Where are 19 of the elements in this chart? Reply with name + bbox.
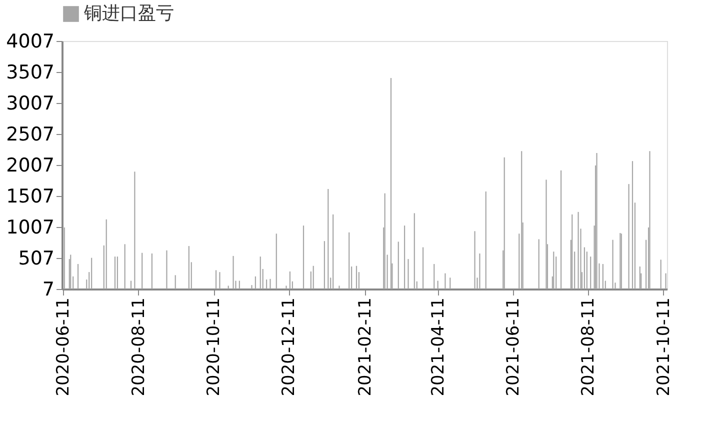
y-tick-label: 4007 xyxy=(6,30,54,52)
y-tick-label: 3507 xyxy=(6,62,54,84)
y-tick-label: 1007 xyxy=(6,216,54,238)
y-tick-label: 2507 xyxy=(6,124,54,146)
y-tick-label: 3007 xyxy=(6,92,54,114)
x-tick-label: 2020-08-11 xyxy=(128,298,149,396)
x-tick-label: 2020-12-11 xyxy=(279,298,300,396)
x-tick-label: 2020-10-11 xyxy=(204,298,224,396)
y-tick-label: 1507 xyxy=(6,186,54,208)
x-tick-label: 2021-06-11 xyxy=(503,298,524,396)
y-tick-label: 507 xyxy=(18,248,54,270)
legend-label: 铜进口盈亏 xyxy=(83,3,174,24)
x-tick-label: 2021-08-11 xyxy=(578,298,599,396)
y-tick-label: 7 xyxy=(42,278,54,300)
x-tick-label: 2021-02-11 xyxy=(356,298,376,396)
x-tick-label: 2021-04-11 xyxy=(428,298,448,396)
x-tick-label: 2021-10-11 xyxy=(654,298,674,396)
x-tick-label: 2020-06-11 xyxy=(54,298,74,396)
y-tick-label: 2007 xyxy=(6,154,54,176)
